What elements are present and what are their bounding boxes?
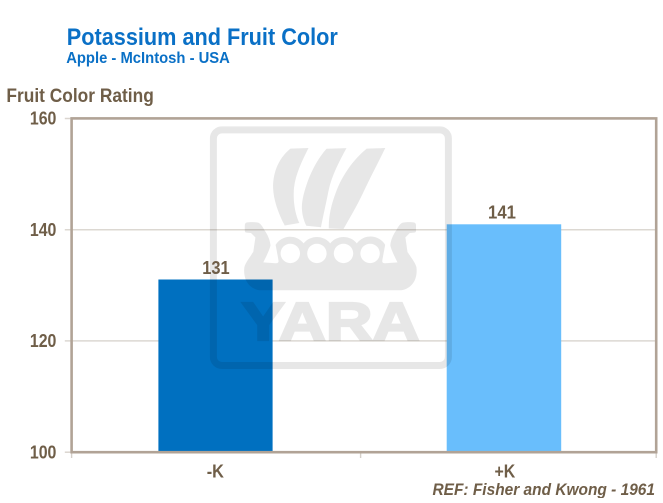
svg-text:Apple - McIntosh - USA: Apple - McIntosh - USA bbox=[66, 50, 230, 67]
svg-text:Potassium and Fruit Color: Potassium and Fruit Color bbox=[67, 24, 338, 51]
svg-text:141: 141 bbox=[488, 201, 516, 222]
svg-text:YARA: YARA bbox=[242, 293, 420, 352]
svg-text:160: 160 bbox=[30, 108, 57, 129]
svg-text:120: 120 bbox=[30, 330, 57, 351]
svg-text:-K: -K bbox=[207, 461, 225, 482]
svg-text:140: 140 bbox=[30, 219, 57, 240]
svg-text:131: 131 bbox=[202, 257, 229, 278]
svg-text:Fruit Color Rating: Fruit Color Rating bbox=[6, 86, 153, 107]
svg-text:+K: +K bbox=[495, 461, 516, 482]
svg-text:REF: Fisher and Kwong - 1961: REF: Fisher and Kwong - 1961 bbox=[433, 480, 656, 498]
svg-text:100: 100 bbox=[30, 441, 57, 462]
